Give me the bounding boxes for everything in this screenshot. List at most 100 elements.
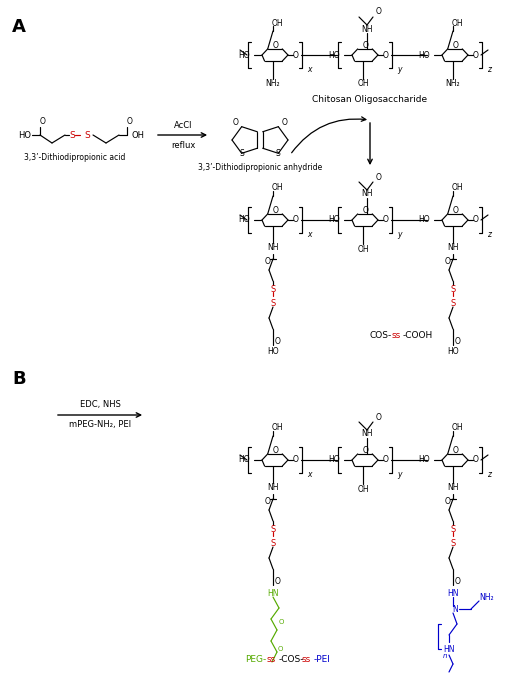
Text: O: O bbox=[293, 51, 299, 60]
Text: O: O bbox=[453, 447, 459, 456]
Text: B: B bbox=[12, 370, 25, 388]
Text: reflux: reflux bbox=[171, 140, 195, 150]
Text: O: O bbox=[273, 207, 279, 215]
Text: O: O bbox=[473, 51, 479, 60]
Text: OH: OH bbox=[271, 18, 283, 27]
Text: -COS-: -COS- bbox=[279, 655, 305, 664]
Text: O: O bbox=[473, 215, 479, 224]
Text: O: O bbox=[376, 8, 382, 16]
Text: x: x bbox=[307, 65, 311, 75]
Text: z: z bbox=[487, 231, 491, 239]
Text: y: y bbox=[397, 65, 402, 75]
Text: mPEG-NH₂, PEI: mPEG-NH₂, PEI bbox=[69, 421, 131, 430]
Text: O: O bbox=[265, 497, 271, 506]
Text: NH₂: NH₂ bbox=[266, 79, 280, 88]
Text: NH: NH bbox=[447, 244, 459, 252]
Text: S: S bbox=[239, 149, 244, 158]
Text: S: S bbox=[276, 149, 281, 158]
Text: O: O bbox=[233, 118, 239, 127]
Text: HN: HN bbox=[443, 646, 455, 655]
Text: COS-: COS- bbox=[370, 330, 392, 339]
Text: NH: NH bbox=[267, 244, 279, 252]
Text: HO: HO bbox=[447, 347, 459, 356]
Text: OH: OH bbox=[132, 131, 144, 140]
Text: OH: OH bbox=[357, 484, 369, 493]
Text: OH: OH bbox=[357, 79, 369, 88]
Text: O: O bbox=[293, 456, 299, 464]
Text: HO: HO bbox=[418, 51, 430, 60]
Text: OH: OH bbox=[451, 18, 463, 27]
Text: n: n bbox=[443, 653, 447, 659]
Text: S: S bbox=[450, 525, 455, 534]
Text: HO: HO bbox=[329, 51, 340, 60]
Text: S: S bbox=[270, 540, 276, 549]
Text: HN: HN bbox=[267, 588, 279, 598]
Text: PEG-: PEG- bbox=[245, 655, 266, 664]
Text: HO: HO bbox=[329, 456, 340, 464]
Text: O: O bbox=[363, 207, 369, 215]
Text: x: x bbox=[307, 231, 311, 239]
Text: S: S bbox=[69, 131, 75, 140]
Text: O: O bbox=[275, 337, 281, 345]
Text: S: S bbox=[450, 540, 455, 549]
Text: OH: OH bbox=[271, 183, 283, 192]
Text: NH: NH bbox=[361, 189, 373, 198]
Text: S: S bbox=[450, 285, 455, 293]
Text: 3,3’-Dithiodipropionic anhydride: 3,3’-Dithiodipropionic anhydride bbox=[198, 163, 322, 172]
Text: S: S bbox=[270, 300, 276, 308]
Text: O: O bbox=[277, 646, 282, 652]
Text: AcCl: AcCl bbox=[174, 120, 192, 129]
Text: O: O bbox=[453, 42, 459, 51]
Text: O: O bbox=[383, 456, 389, 464]
Text: O: O bbox=[445, 497, 451, 506]
Text: O: O bbox=[273, 42, 279, 51]
Text: NH: NH bbox=[361, 430, 373, 438]
Text: N: N bbox=[452, 605, 458, 614]
Text: S: S bbox=[450, 300, 455, 308]
Text: O: O bbox=[383, 215, 389, 224]
Text: NH: NH bbox=[361, 25, 373, 34]
Text: ss: ss bbox=[392, 330, 402, 339]
Text: O: O bbox=[281, 118, 287, 127]
Text: NH: NH bbox=[267, 484, 279, 492]
Text: OH: OH bbox=[357, 244, 369, 254]
Text: O: O bbox=[278, 619, 284, 625]
Text: HN: HN bbox=[447, 588, 459, 598]
Text: O: O bbox=[383, 51, 389, 60]
Text: O: O bbox=[376, 172, 382, 181]
Text: y: y bbox=[397, 471, 402, 479]
Text: -PEI: -PEI bbox=[314, 655, 331, 664]
Text: O: O bbox=[363, 42, 369, 51]
Text: z: z bbox=[487, 65, 491, 75]
Text: O: O bbox=[455, 337, 461, 345]
Text: HO: HO bbox=[18, 131, 31, 140]
Text: ss: ss bbox=[302, 655, 311, 664]
Text: HO: HO bbox=[239, 215, 250, 224]
Text: O: O bbox=[275, 577, 281, 586]
Text: O: O bbox=[376, 412, 382, 421]
Text: HO: HO bbox=[239, 456, 250, 464]
Text: y: y bbox=[397, 231, 402, 239]
Text: O: O bbox=[127, 116, 133, 125]
Text: 3,3’-Dithiodipropionic acid: 3,3’-Dithiodipropionic acid bbox=[24, 153, 126, 161]
Text: S: S bbox=[270, 525, 276, 534]
Text: O: O bbox=[453, 207, 459, 215]
Text: O: O bbox=[273, 447, 279, 456]
Text: HO: HO bbox=[418, 215, 430, 224]
Text: Chitosan Oligosaccharide: Chitosan Oligosaccharide bbox=[313, 96, 427, 105]
Text: x: x bbox=[307, 471, 311, 479]
Text: O: O bbox=[265, 257, 271, 267]
Text: O: O bbox=[455, 577, 461, 586]
Text: NH₂: NH₂ bbox=[480, 594, 494, 603]
Text: A: A bbox=[12, 18, 26, 36]
Text: NH: NH bbox=[447, 484, 459, 492]
Text: OH: OH bbox=[451, 183, 463, 192]
Text: S: S bbox=[270, 285, 276, 293]
Text: O: O bbox=[445, 257, 451, 267]
Text: NH₂: NH₂ bbox=[446, 79, 460, 88]
Text: -COOH: -COOH bbox=[403, 330, 433, 339]
Text: OH: OH bbox=[451, 423, 463, 432]
Text: O: O bbox=[40, 116, 46, 125]
Text: EDC, NHS: EDC, NHS bbox=[79, 401, 121, 410]
Text: O: O bbox=[293, 215, 299, 224]
